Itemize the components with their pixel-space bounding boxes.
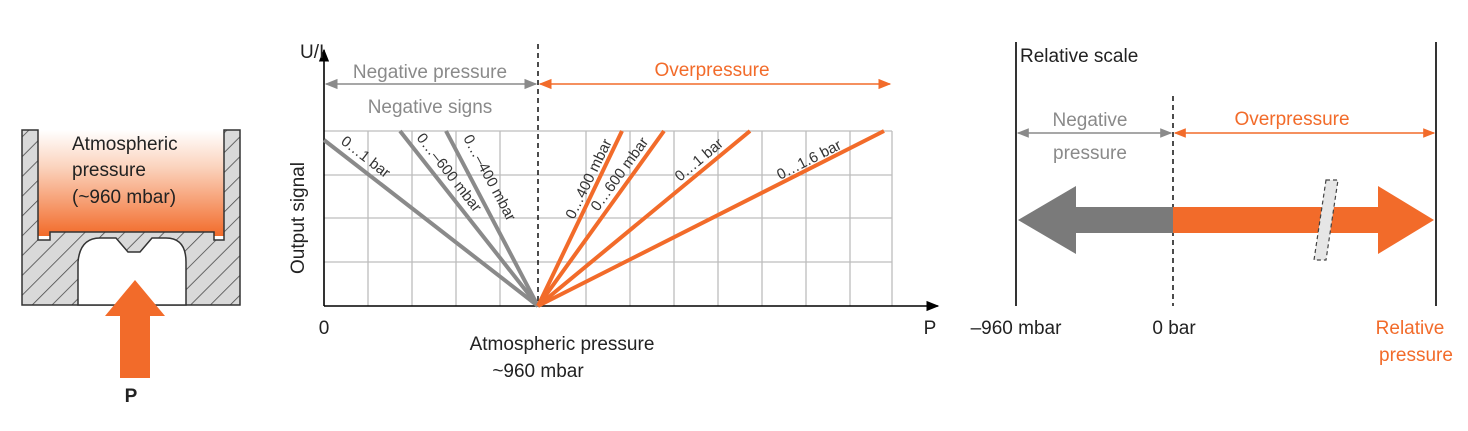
relative-pressure-label-line2: pressure	[1379, 345, 1453, 366]
overpressure-label: Overpressure	[654, 60, 769, 81]
chart-grid	[324, 130, 893, 306]
relative-pressure-label-line1: Relative	[1376, 318, 1445, 339]
range-line-neg-1bar	[322, 138, 540, 308]
pressure-cavity	[77, 237, 187, 306]
range-line-pos-1-6bar	[537, 129, 885, 308]
chamber-label-line3: (~960 mbar)	[72, 187, 176, 208]
center-label-line2: ~960 mbar	[492, 361, 584, 382]
scale-break-icon	[1313, 179, 1339, 261]
range-line-neg-400mbar	[444, 130, 540, 307]
pressure-arrow-label: P	[125, 386, 138, 407]
range-line-pos-400mbar	[536, 130, 624, 307]
chamber-label-line1: Atmospheric	[72, 134, 178, 155]
positive-scale-arrow-icon	[1173, 186, 1434, 254]
relative-scale-title: Relative scale	[1020, 46, 1138, 67]
negative-signs-label: Negative signs	[368, 97, 493, 118]
atmosphere-fill	[38, 130, 224, 236]
overpressure-scale-label: Overpressure	[1234, 109, 1349, 130]
range-line-neg-600mbar	[398, 129, 540, 308]
chamber-label-line2: pressure	[72, 160, 146, 181]
origin-label: 0	[319, 318, 330, 339]
y-axis-title: Output signal	[288, 162, 309, 274]
negative-scale-arrow-icon	[1018, 186, 1173, 254]
range-label-pos-1-6bar: 0…1.6 bar	[774, 137, 844, 184]
range-line-pos-1bar	[536, 129, 752, 308]
x-axis-label: P	[924, 318, 937, 339]
y-axis-label: U/I	[300, 42, 324, 63]
negative-label-line1: Negative	[1053, 110, 1128, 131]
negative-label-line2: pressure	[1053, 143, 1127, 164]
pressure-arrow-icon	[105, 280, 165, 378]
center-label-line1: Atmospheric pressure	[470, 334, 655, 355]
left-tick-label: –960 mbar	[971, 318, 1063, 339]
sensor-cross-section	[21, 129, 241, 378]
zero-tick-label: 0 bar	[1152, 318, 1196, 339]
negative-pressure-label: Negative pressure	[353, 62, 507, 83]
range-line-pos-600mbar	[536, 129, 666, 308]
